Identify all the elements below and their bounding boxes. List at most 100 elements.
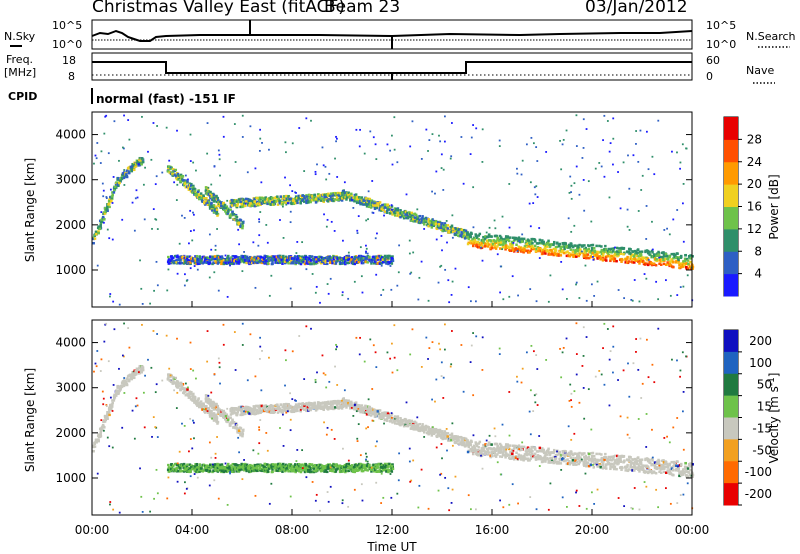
power-cell — [334, 198, 337, 201]
power-cell — [567, 243, 571, 247]
power-cell — [476, 243, 479, 246]
velocity-cell — [140, 371, 143, 374]
power-cell — [178, 258, 182, 262]
velocity-cell — [321, 405, 325, 408]
velocity-cell — [357, 407, 361, 411]
velocity-cell — [189, 395, 192, 399]
power-cell — [508, 183, 511, 185]
power-cell — [301, 194, 304, 197]
power-cell — [280, 258, 283, 262]
power-cell — [311, 198, 314, 202]
chart-title: Christmas Valley East (fitACF) — [92, 0, 345, 17]
power-cell — [445, 225, 448, 228]
velocity-cell — [471, 446, 474, 449]
velocity-cell — [110, 403, 114, 406]
velocity-cell — [103, 414, 107, 418]
power-cell — [120, 176, 124, 180]
power-cell — [141, 157, 144, 160]
power-cell — [359, 197, 362, 200]
power-cell — [200, 257, 203, 261]
power-cell — [250, 261, 254, 265]
power-cell — [343, 181, 346, 184]
power-cell — [669, 294, 672, 297]
power-cell — [258, 198, 262, 202]
power-cell — [273, 255, 276, 258]
power-cell — [590, 220, 593, 223]
power-cell — [512, 241, 515, 244]
power-cell — [326, 257, 330, 261]
power-cell — [448, 301, 451, 304]
velocity-cell — [464, 437, 468, 440]
power-cell — [259, 211, 262, 213]
velocity-cell — [496, 453, 499, 456]
power-cell — [333, 259, 336, 263]
power-cell — [622, 246, 626, 250]
power-cell — [359, 246, 362, 249]
power-cell — [305, 268, 308, 271]
velocity-cell — [125, 377, 129, 380]
velocity-cell — [529, 457, 532, 461]
power-cell — [341, 261, 345, 264]
velocity-cell — [480, 452, 484, 456]
power-cell — [542, 240, 545, 244]
power-cell — [183, 256, 186, 260]
power-cell — [440, 153, 443, 156]
power-cell — [669, 264, 672, 267]
power-cell — [374, 260, 377, 263]
power-cell — [203, 203, 207, 206]
power-cell — [357, 199, 361, 203]
power-cell — [290, 261, 294, 265]
power-cell — [226, 295, 229, 298]
power-cell — [267, 259, 271, 262]
power-cell — [261, 199, 264, 203]
power-cell — [106, 228, 109, 231]
power-cell — [92, 241, 95, 245]
power-cell — [207, 256, 211, 260]
power-cell — [303, 194, 306, 198]
power-cell — [265, 224, 268, 226]
power-cell — [347, 297, 350, 300]
power-cell — [276, 195, 279, 198]
power-cell — [170, 172, 174, 175]
power-cell — [604, 256, 608, 259]
power-cell — [166, 170, 170, 173]
power-cell — [538, 257, 541, 259]
power-cell — [410, 217, 414, 220]
power-cell — [609, 142, 612, 145]
power-cell — [271, 260, 274, 263]
velocity-cell — [108, 413, 111, 417]
power-cell — [679, 265, 683, 269]
power-cell — [258, 220, 261, 223]
velocity-cell — [182, 391, 186, 395]
velocity-cell — [504, 456, 507, 459]
power-cell — [259, 203, 262, 207]
power-cell — [556, 242, 558, 245]
power-cell — [211, 262, 214, 266]
velocity-cell — [354, 407, 357, 411]
velocity-cell — [457, 439, 460, 442]
power-cell — [311, 273, 314, 275]
power-cell — [463, 237, 467, 240]
velocity-cell — [223, 416, 226, 419]
velocity-cell — [273, 407, 277, 411]
power-cell — [102, 212, 105, 216]
power-cell — [212, 193, 216, 197]
power-cell — [384, 204, 387, 208]
power-cell — [532, 142, 535, 145]
power-cell — [368, 197, 372, 201]
power-cell — [191, 239, 194, 242]
power-cell — [111, 193, 114, 197]
velocity-cell — [108, 406, 111, 410]
power-cell — [127, 119, 130, 121]
power-cell — [347, 254, 351, 258]
power-cell — [309, 200, 312, 204]
velocity-cell — [410, 427, 413, 430]
power-cell — [602, 139, 604, 142]
power-cell — [142, 183, 145, 186]
velocity-cell — [232, 420, 235, 424]
power-cell — [287, 200, 290, 203]
power-cell — [202, 195, 205, 199]
power-cell — [613, 253, 617, 256]
power-cell — [506, 235, 510, 238]
velocity-cell — [448, 437, 452, 441]
